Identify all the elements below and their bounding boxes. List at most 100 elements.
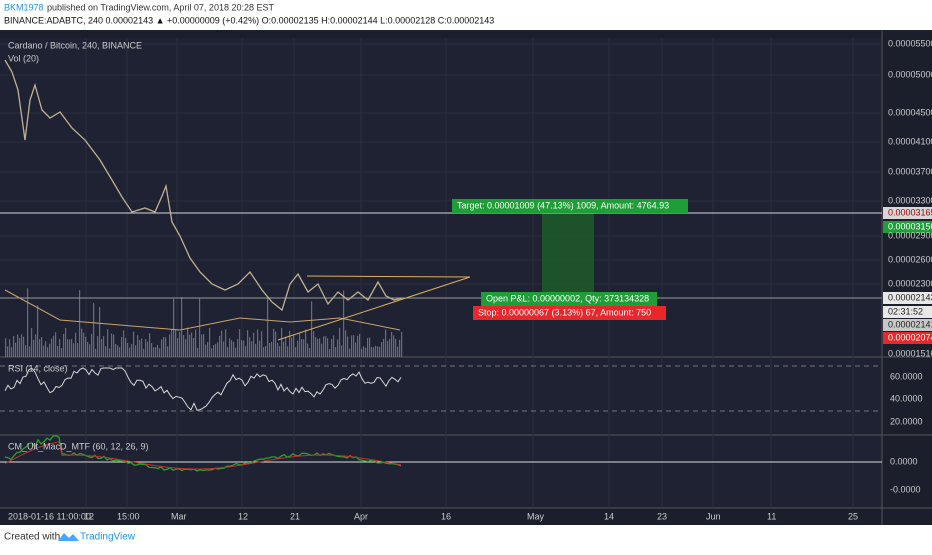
footer-brand[interactable]: TradingView (80, 532, 136, 543)
volume-bar (335, 347, 337, 357)
volume-bar (289, 330, 291, 357)
volume-bar (367, 338, 369, 357)
volume-bar (133, 331, 135, 357)
time-label: 25 (848, 511, 858, 521)
macd-label: 0.0000 (890, 456, 918, 466)
volume-bar (263, 347, 265, 357)
volume-bar (361, 348, 363, 357)
volume-bar (305, 329, 307, 357)
volume-bar (199, 298, 201, 357)
volume-bar (169, 334, 171, 357)
volume-bar (341, 345, 343, 357)
volume-bar (401, 331, 403, 357)
volume-bar (49, 343, 51, 357)
volume-bar (85, 336, 87, 357)
price-label: 0.00002141 (888, 319, 932, 329)
volume-bar (307, 343, 309, 357)
stop-label: Stop: 0.00000067 (3.13%) 67, Amount: 750 (478, 307, 651, 317)
volume-bar (147, 341, 149, 357)
volume-bar (295, 347, 297, 357)
volume-bar (29, 346, 31, 357)
target-zone (542, 213, 594, 298)
time-label: 12 (84, 511, 94, 521)
volume-bar (281, 327, 283, 357)
volume-bar (167, 346, 169, 357)
price-label: 0.00002600 (888, 254, 932, 264)
volume-bar (207, 342, 209, 357)
volume-bar (237, 338, 239, 357)
volume-bar (37, 305, 39, 357)
volume-bar (257, 329, 259, 357)
volume-bar (135, 345, 137, 357)
volume-bar (123, 330, 125, 357)
volume-bar (101, 338, 103, 357)
trend-line (306, 275, 471, 278)
volume-bar (117, 345, 119, 357)
volume-bar (255, 343, 257, 357)
volume-bar (155, 347, 157, 357)
volume-bar (157, 344, 159, 357)
volume-bar (23, 336, 25, 357)
volume-bar (11, 347, 13, 357)
price-label: 0.00002900 (888, 230, 932, 240)
volume-bar (277, 342, 279, 357)
volume-bar (139, 340, 141, 357)
volume-bar (297, 340, 299, 357)
time-label: 14 (604, 511, 614, 521)
volume-bar (55, 332, 57, 357)
volume-bar (265, 346, 267, 357)
volume-bar (329, 348, 331, 357)
volume-bar (271, 341, 273, 357)
volume-bar (113, 334, 115, 357)
volume-bar (343, 290, 345, 357)
volume-bar (215, 343, 217, 357)
volume-bar (149, 333, 151, 357)
volume-bar (119, 347, 121, 357)
volume-bar (287, 346, 289, 357)
volume-bar (309, 347, 311, 357)
volume-bar (355, 342, 357, 357)
volume-bar (15, 342, 17, 357)
volume-bar (153, 347, 155, 357)
volume-bar (191, 332, 193, 357)
volume-bar (357, 335, 359, 357)
price-label: 0.00004100 (888, 136, 932, 146)
volume-bar (7, 346, 9, 357)
volume-bar (239, 329, 241, 357)
price-label-bg (883, 292, 932, 304)
volume-bar (57, 346, 59, 357)
volume-bar (39, 339, 41, 357)
volume-bar (301, 339, 303, 357)
volume-bar (213, 344, 215, 357)
volume-bar (121, 337, 123, 357)
price-line (4, 59, 403, 312)
volume-bar (81, 328, 83, 357)
volume-bar (211, 348, 213, 357)
volume-bar (353, 335, 355, 357)
volume-bar (231, 340, 233, 357)
grid (0, 38, 882, 508)
price-label: 0.00003165 (888, 207, 932, 217)
volume-bar (105, 346, 107, 357)
volume-bar (315, 337, 317, 357)
volume-bar (127, 342, 129, 357)
volume-bar (17, 334, 19, 357)
volume-bar (247, 330, 249, 357)
volume-bar (249, 337, 251, 357)
volume-bar (303, 339, 305, 357)
trend-line (277, 276, 471, 341)
volume-bar (375, 345, 377, 357)
author[interactable]: BKM1978 (4, 2, 44, 12)
volume-bar (51, 338, 53, 357)
volume-bar (395, 338, 397, 357)
signal-line (4, 441, 402, 470)
volume-bar (187, 327, 189, 357)
volume-bar (67, 339, 69, 357)
volume-bar (141, 338, 143, 357)
volume-bar (185, 339, 187, 357)
volume-bar (91, 333, 93, 357)
volume-bar (217, 342, 219, 357)
volume-bar (43, 345, 45, 357)
volume-bar (53, 335, 55, 357)
